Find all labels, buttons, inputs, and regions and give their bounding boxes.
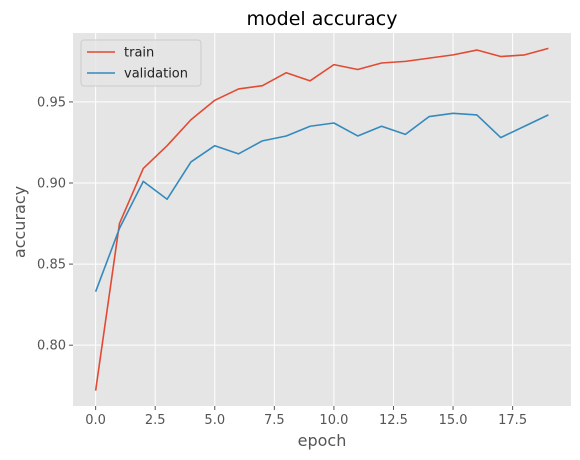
y-axis-ticks: 0.80 0.85 0.90 0.95 xyxy=(37,95,73,353)
x-tick-label: 7.5 xyxy=(264,413,285,428)
y-tick-label: 0.80 xyxy=(37,339,66,354)
chart-title: model accuracy xyxy=(247,8,398,30)
plot-background xyxy=(73,33,571,406)
x-tick-label: 10.0 xyxy=(319,413,348,428)
y-axis-label: accuracy xyxy=(10,186,29,258)
legend-label-train: train xyxy=(124,46,154,61)
legend-label-validation: validation xyxy=(124,67,188,82)
x-tick-label: 0.0 xyxy=(85,413,106,428)
x-axis-ticks: 0.0 2.5 5.0 7.5 10.0 12.5 15.0 17.5 xyxy=(85,406,527,428)
y-tick-label: 0.90 xyxy=(37,177,66,192)
x-tick-label: 15.0 xyxy=(439,413,468,428)
x-axis-label: epoch xyxy=(298,431,347,450)
x-tick-label: 12.5 xyxy=(379,413,408,428)
y-tick-label: 0.95 xyxy=(37,95,66,110)
x-tick-label: 5.0 xyxy=(204,413,225,428)
x-tick-label: 2.5 xyxy=(145,413,166,428)
y-tick-label: 0.85 xyxy=(37,258,66,273)
legend: train validation xyxy=(81,40,201,86)
x-tick-label: 17.5 xyxy=(498,413,527,428)
